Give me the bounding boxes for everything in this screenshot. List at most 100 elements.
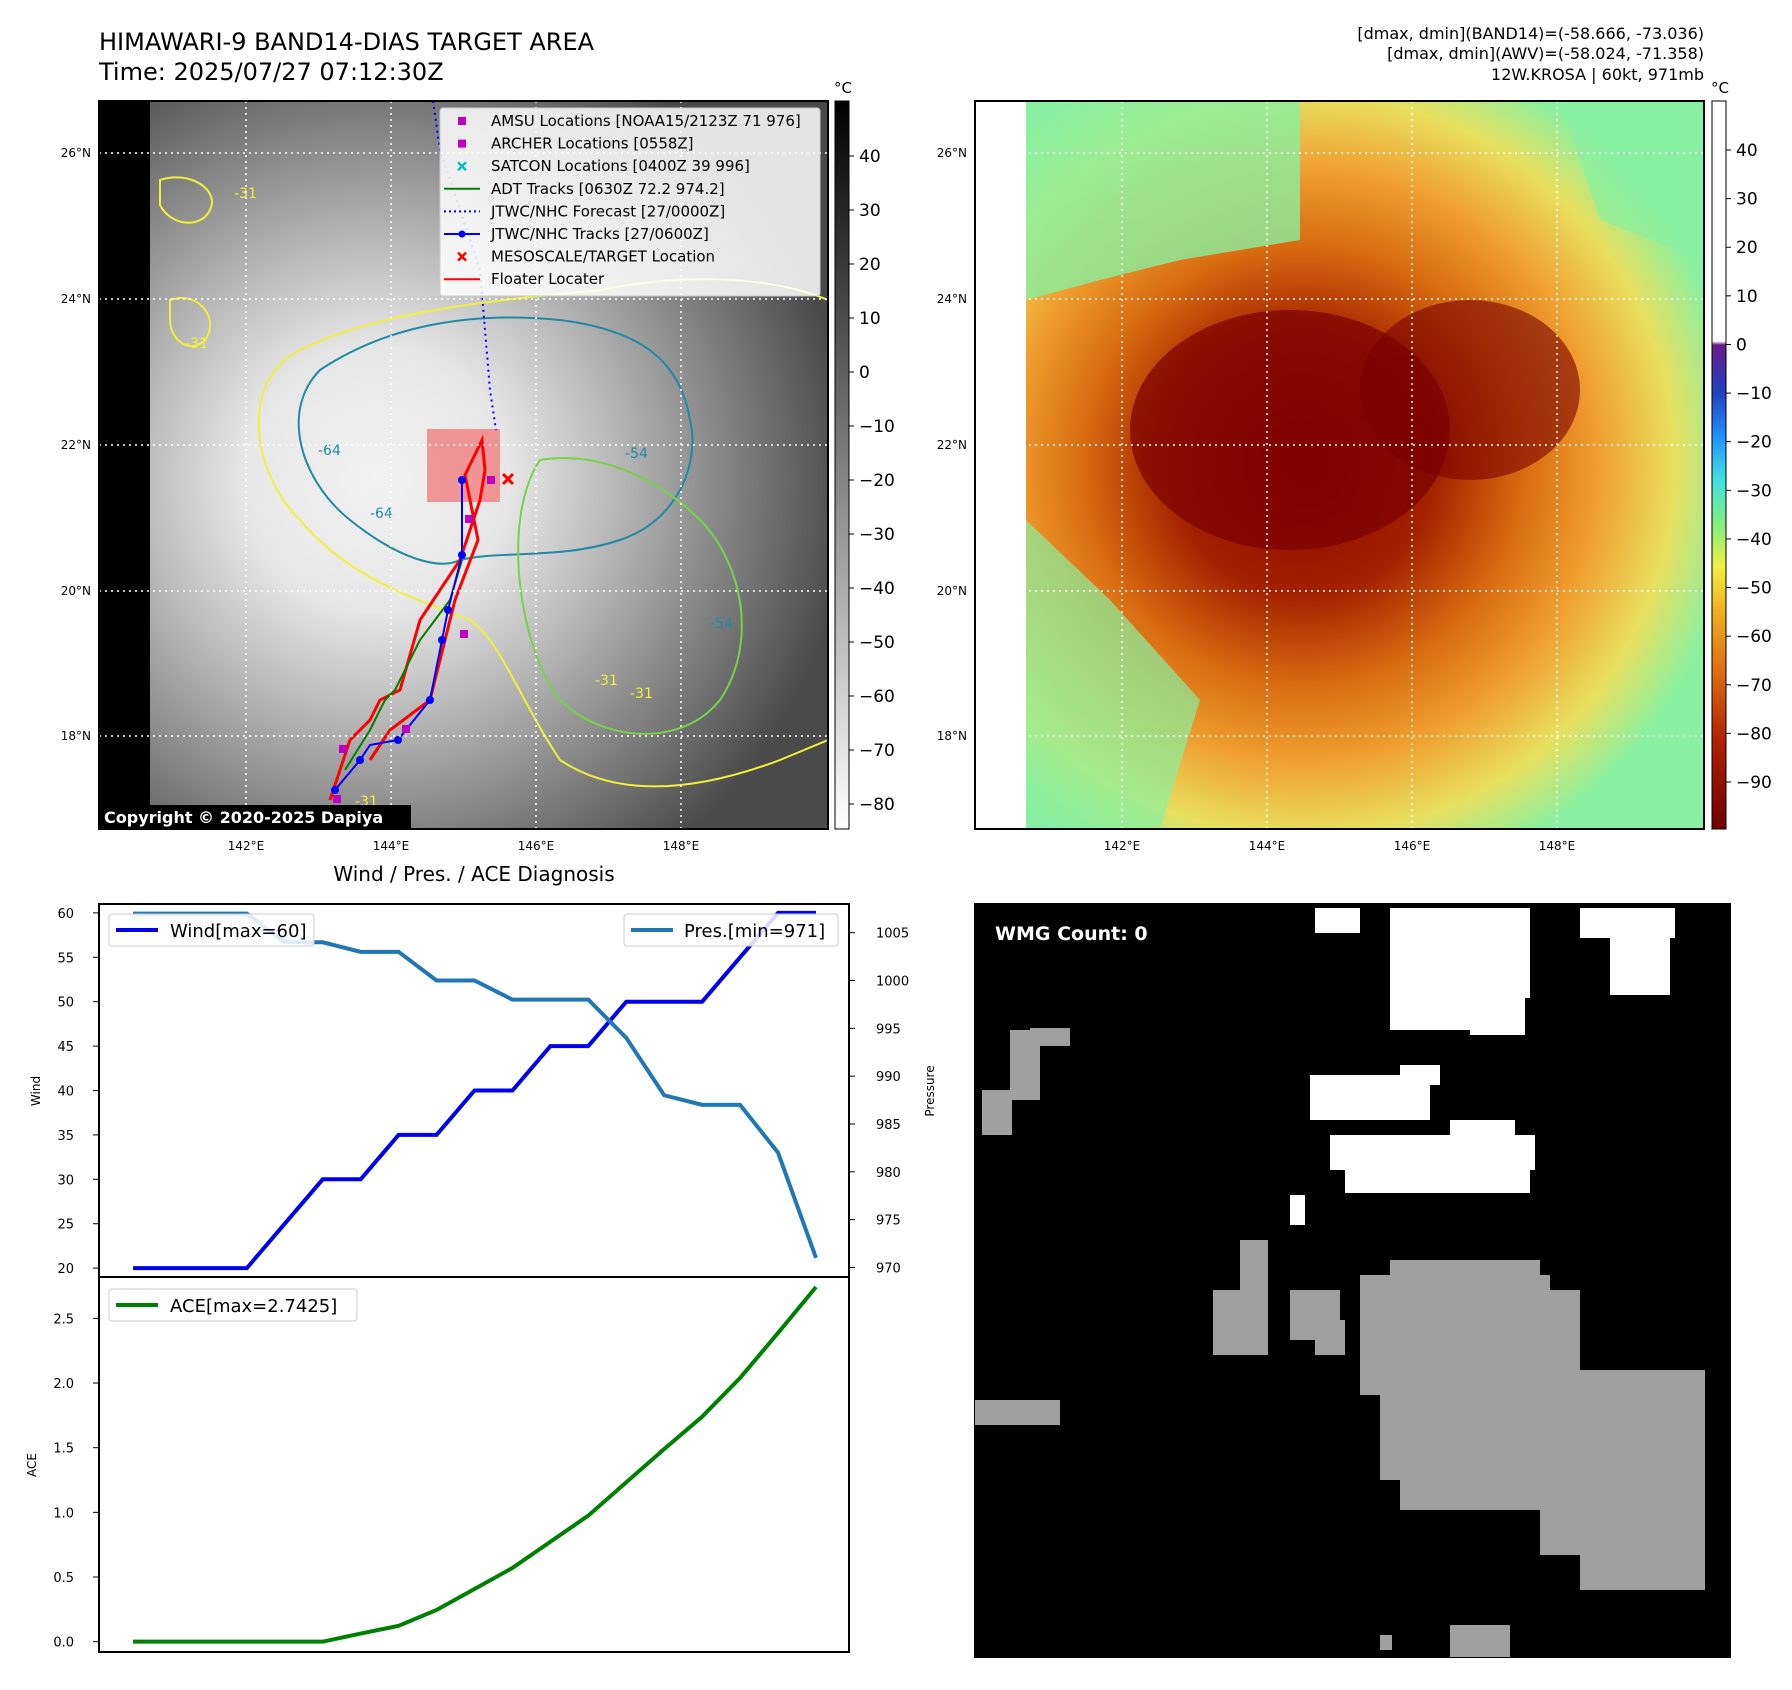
- lon-label: 142°E: [228, 839, 265, 853]
- colorbar-tick: −70: [1736, 676, 1772, 696]
- colorbar-tick: −90: [1736, 773, 1772, 793]
- color-colorbar-ticks: 40 30 20 10 0 −10 −20 −30 −40 −50 −60 −70 −80 −90: [1726, 141, 1772, 793]
- ace-tick-label: 0.0: [53, 1636, 74, 1651]
- lat-label: 22°N: [61, 438, 91, 452]
- pressure-tick-label: 980: [876, 1166, 901, 1181]
- lon-label: 146°E: [518, 839, 555, 853]
- colorbar-tick: −80: [1736, 724, 1772, 744]
- pressure-tick-label: 995: [876, 1022, 901, 1037]
- map-lat-labels: 26°N 24°N 22°N 20°N 18°N: [61, 146, 91, 743]
- svg-text:-64: -64: [370, 506, 393, 522]
- pressure-legend-label: Pres.[min=971]: [684, 921, 825, 942]
- wind-tick-label: 45: [57, 1040, 74, 1055]
- map2-lon-labels: 142°E 144°E 146°E 148°E: [1104, 839, 1576, 853]
- colorbar-tick: 30: [859, 201, 881, 221]
- ace-tick-label: 2.5: [53, 1312, 74, 1327]
- lat-label: 22°N: [937, 438, 967, 452]
- ace-tick-label: 0.5: [53, 1571, 74, 1586]
- colorbar-tick: −60: [859, 687, 895, 707]
- pressure-tick-label: 985: [876, 1118, 901, 1133]
- colorbar-tick: −10: [1736, 384, 1772, 404]
- colorbar-tick: 40: [859, 147, 881, 167]
- colorbar-tick: −60: [1736, 627, 1772, 647]
- colorbar-tick: −10: [859, 417, 895, 437]
- legend-label: SATCON Locations [0400Z 39 996]: [491, 157, 750, 175]
- legend-item: ARCHER Locations [0558Z]: [458, 135, 694, 153]
- pressure-axis-label: Pressure: [923, 1065, 937, 1116]
- legend-label: Floater Locater: [491, 270, 605, 288]
- pressure-legend: Pres.[min=971]: [623, 913, 839, 947]
- legend-item: SATCON Locations [0400Z 39 996]: [457, 157, 750, 175]
- colorbar-tick: −20: [859, 471, 895, 491]
- legend-label: JTWC/NHC Tracks [27/0600Z]: [490, 225, 709, 243]
- legend-label: JTWC/NHC Forecast [27/0000Z]: [490, 202, 725, 220]
- gray-colorbar-unit: °C: [834, 79, 852, 97]
- colorbar-tick: −70: [859, 741, 895, 761]
- gray-colorbar-ticks: 40 30 20 10 0 −10 −20 −30 −40 −50 −60 −70 −80: [849, 147, 895, 815]
- lat-label: 26°N: [61, 146, 91, 160]
- legend-label: MESOSCALE/TARGET Location: [491, 248, 715, 266]
- lat-label: 18°N: [937, 729, 967, 743]
- legend-item: ADT Tracks [0630Z 72.2 974.2]: [444, 180, 725, 198]
- svg-text:-31: -31: [234, 186, 257, 202]
- info-band14: [dmax, dmin](BAND14)=(-58.666, -73.036): [1357, 24, 1704, 43]
- lon-label: 148°E: [663, 839, 700, 853]
- ace-tick-label: 1.5: [53, 1442, 74, 1457]
- colorbar-tick: 0: [859, 363, 870, 383]
- pressure-tick-label: 975: [876, 1214, 901, 1229]
- legend-item: Floater Locater: [444, 270, 605, 288]
- colorbar-tick: −40: [859, 579, 895, 599]
- lat-label: 26°N: [937, 146, 967, 160]
- floater-track: [328, 434, 487, 801]
- lon-label: 146°E: [1394, 839, 1431, 853]
- amsu-points: [333, 476, 495, 803]
- svg-text:-64: -64: [318, 443, 341, 459]
- info-storm: 12W.KROSA | 60kt, 971mb: [1491, 65, 1704, 84]
- map-legend: AMSU Locations [NOAA15/2123Z 71 976] ARCH…: [439, 107, 821, 297]
- svg-text:-31: -31: [595, 673, 618, 689]
- lon-label: 148°E: [1539, 839, 1576, 853]
- colorbar-tick: 20: [859, 255, 881, 275]
- lon-label: 144°E: [1249, 839, 1286, 853]
- info-awv: [dmax, dmin](AWV)=(-58.024, -71.358): [1387, 44, 1704, 63]
- legend-label: ARCHER Locations [0558Z]: [491, 135, 694, 153]
- lat-label: 18°N: [61, 729, 91, 743]
- colorbar-tick: 10: [1736, 287, 1758, 307]
- wind-tick-label: 40: [57, 1085, 74, 1100]
- wind-tick-label: 20: [57, 1262, 74, 1277]
- svg-text:-54: -54: [625, 446, 648, 462]
- copyright: Copyright © 2020-2025 Dapiya: [104, 808, 383, 827]
- contour-green: [517, 457, 743, 735]
- colorbar-tick: −80: [859, 795, 895, 815]
- legend-item: AMSU Locations [NOAA15/2123Z 71 976]: [458, 112, 801, 130]
- ace-plot: 0.0 0.5 1.0 1.5 2.0 2.5: [53, 1285, 818, 1651]
- lat-label: 20°N: [937, 584, 967, 598]
- colorbar-tick: 10: [859, 309, 881, 329]
- map2-lat-labels: 26°N 24°N 22°N 20°N 18°N: [937, 146, 967, 743]
- legend-label: ADT Tracks [0630Z 72.2 974.2]: [491, 180, 725, 198]
- pressure-tick-label: 1005: [876, 927, 909, 942]
- wind-tick-label: 60: [57, 907, 74, 922]
- colorbar-tick: −50: [859, 633, 895, 653]
- pressure-tick-label: 970: [876, 1261, 901, 1276]
- ace-legend-label: ACE[max=2.7425]: [170, 1296, 337, 1317]
- ace-series-line: [133, 1285, 818, 1644]
- wind-tick-label: 30: [57, 1173, 74, 1188]
- wind-legend-label: Wind[max=60]: [170, 921, 307, 942]
- colorbar-tick: 30: [1736, 190, 1758, 210]
- wind-tick-label: 50: [57, 996, 74, 1011]
- jtwc-track-points: [331, 476, 466, 794]
- lat-label: 24°N: [937, 292, 967, 306]
- svg-text:-31: -31: [185, 336, 208, 352]
- colorbar-tick: 40: [1736, 141, 1758, 161]
- lon-label: 142°E: [1104, 839, 1141, 853]
- legend-label: AMSU Locations [NOAA15/2123Z 71 976]: [491, 112, 801, 130]
- color-colorbar: [1711, 100, 1727, 830]
- ace-axis-label: ACE: [25, 1453, 39, 1477]
- colorbar-tick: −30: [859, 525, 895, 545]
- mesoscale-target-point: [501, 472, 515, 486]
- wind-series-line: [133, 910, 816, 1271]
- ace-tick-label: 1.0: [53, 1506, 74, 1521]
- figure-title: HIMAWARI-9 BAND14-DIAS TARGET AREA: [99, 28, 595, 56]
- ir-color-map: [975, 101, 1704, 829]
